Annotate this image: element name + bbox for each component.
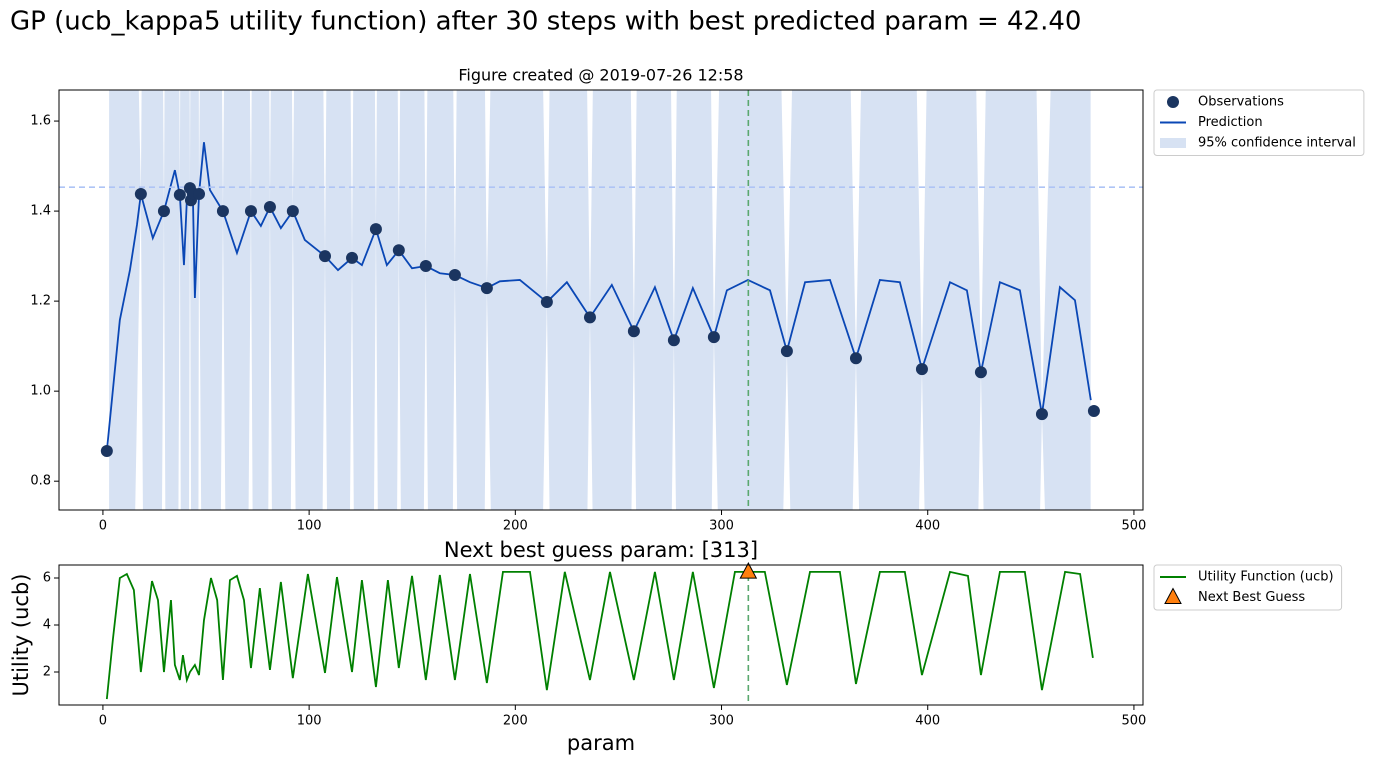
x-tick-label: 500 xyxy=(1122,714,1147,729)
legend-label: Utility Function (ucb) xyxy=(1198,570,1334,585)
marker xyxy=(263,201,276,214)
marker xyxy=(392,244,405,257)
x-tick-label: 200 xyxy=(503,714,528,729)
confidence-band xyxy=(109,90,1091,510)
chart-title: Figure created @ 2019-07-26 12:58 xyxy=(458,66,743,85)
legend-label: Observations xyxy=(1198,95,1284,110)
x-tick-label: 500 xyxy=(1122,519,1147,534)
y-tick-label: 2 xyxy=(43,665,51,680)
marker xyxy=(1035,408,1048,421)
x-tick-label: 300 xyxy=(709,714,734,729)
x-tick-label: 400 xyxy=(915,714,940,729)
marker xyxy=(244,205,257,218)
axes-frame xyxy=(58,564,1144,706)
legend-frame xyxy=(1153,89,1365,156)
y-tick-label: 0.8 xyxy=(30,474,51,489)
legend-label: 95% confidence interval xyxy=(1198,136,1356,151)
marker xyxy=(193,187,206,200)
legend: Utility Function (ucb) Next Best Guess xyxy=(1153,564,1343,611)
plot-area xyxy=(105,565,1094,705)
marker xyxy=(667,334,680,347)
marker xyxy=(707,331,720,344)
legend-frame xyxy=(1153,564,1343,611)
y-tick-label: 6 xyxy=(43,570,51,585)
y-tick-label: 1.6 xyxy=(30,114,51,129)
legend-swatch xyxy=(1167,96,1179,108)
x-tick-label: 400 xyxy=(915,519,940,534)
x-tick-label: 0 xyxy=(99,519,107,534)
chart-title: Next best guess param: [313] xyxy=(444,538,758,562)
marker xyxy=(100,445,113,458)
marker xyxy=(134,187,147,200)
marker xyxy=(318,250,331,263)
marker xyxy=(286,205,299,218)
x-tick-label: 100 xyxy=(297,714,322,729)
x-tick-label: 200 xyxy=(503,519,528,534)
y-tick-label: 1.0 xyxy=(30,384,51,399)
legend: Observations Prediction 95% confidence int… xyxy=(1153,89,1365,156)
marker xyxy=(173,188,186,201)
marker xyxy=(157,205,170,218)
x-tick-label: 0 xyxy=(99,714,107,729)
legend-label: Next Best Guess xyxy=(1198,590,1305,605)
marker xyxy=(480,282,493,295)
legend-label: Prediction xyxy=(1198,115,1263,130)
line xyxy=(105,570,1094,700)
y-tick-label: 1.4 xyxy=(30,204,51,219)
marker xyxy=(540,296,553,309)
marker xyxy=(419,260,432,273)
marker xyxy=(627,325,640,338)
y-tick-label: 4 xyxy=(43,618,51,633)
plot-area xyxy=(59,90,1143,510)
marker xyxy=(739,562,758,579)
marker xyxy=(780,345,793,358)
axes-frame xyxy=(58,89,1144,511)
x-axis-label: param xyxy=(567,731,635,755)
marker xyxy=(346,251,359,264)
marker xyxy=(849,352,862,365)
x-tick-label: 300 xyxy=(709,519,734,534)
marker xyxy=(369,223,382,236)
marker xyxy=(974,366,987,379)
figure-title: GP (ucb_kappa5 utility function) after 3… xyxy=(10,7,1081,37)
legend-swatch xyxy=(1164,587,1182,604)
marker xyxy=(448,269,461,282)
marker xyxy=(915,363,928,376)
marker xyxy=(216,205,229,218)
y-tick-label: 1.2 xyxy=(30,294,51,309)
y-axis-label: Utility (ucb) xyxy=(9,573,33,696)
legend-swatch xyxy=(1160,138,1186,148)
marker xyxy=(1087,404,1100,417)
marker xyxy=(583,311,596,324)
x-tick-label: 100 xyxy=(297,519,322,534)
